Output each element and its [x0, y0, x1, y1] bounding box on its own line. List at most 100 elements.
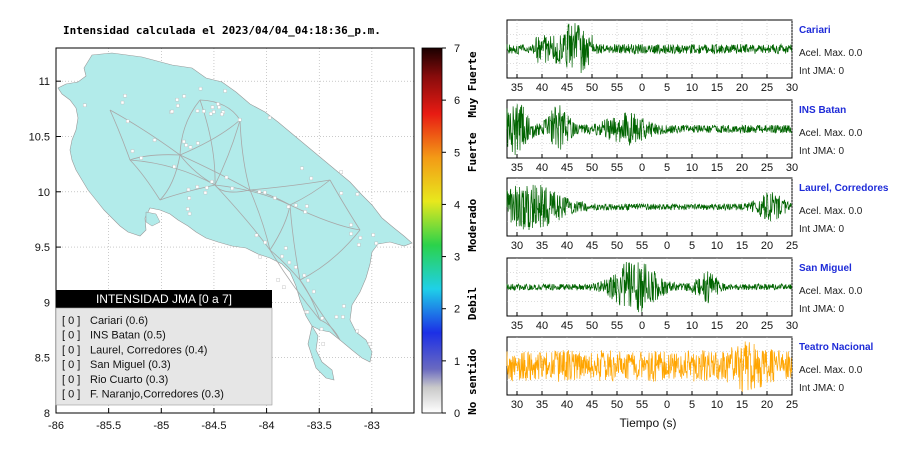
waveform-x-tick-label: 50: [611, 399, 623, 411]
road-line: [239, 119, 251, 191]
waveform-x-tick-label: 25: [786, 399, 798, 411]
legend-row-level: [ 0 ]: [62, 344, 80, 356]
colorbar-tick-label: 0: [454, 408, 460, 420]
colorbar-tick-label: 2: [454, 304, 460, 316]
station-marker: [367, 342, 372, 346]
road-line: [109, 109, 131, 161]
waveform-trace: [506, 23, 792, 74]
station-marker: [300, 166, 304, 171]
station-acel-max: Acel. Max. 0.0: [799, 365, 863, 376]
station-marker: [276, 278, 280, 282]
station-marker: [263, 240, 267, 245]
colorbar-tick-label: 4: [454, 199, 460, 211]
waveform-x-tick-label: 50: [586, 82, 598, 94]
station-name: INS Batan: [799, 105, 846, 116]
station-marker: [210, 179, 214, 184]
waveform-x-tick-label: 0: [664, 399, 670, 411]
legend-rows: [ 0 ] Cariari (0.6) [ 0 ] INS Batan (0.5) [ …: [62, 315, 224, 401]
waveform-panel: 35 40 45 50 55 0 5 10 15 20 25 30 San Miguel Acel. Ma…: [506, 257, 863, 332]
map-title: Intensidad calculada el 2023/04/04_04:18…: [63, 24, 381, 37]
waveform-x-tick-label: 40: [536, 320, 548, 332]
waveform-x-tick-label: 55: [611, 320, 623, 332]
map-y-tick-label: 9.5: [35, 242, 50, 254]
station-marker: [195, 185, 200, 189]
waveform-x-tick-label: 40: [561, 399, 573, 411]
station-marker: [342, 304, 346, 308]
waveform-x-tick-label: 45: [561, 82, 573, 94]
waveform-x-tick-label: 10: [686, 82, 698, 94]
station-acel-max: Acel. Max. 0.0: [799, 286, 863, 297]
station-marker: [205, 185, 209, 190]
waveform-x-tick-label: 35: [511, 162, 523, 174]
station-marker: [172, 164, 176, 169]
station-marker: [357, 243, 361, 247]
waveform-x-tick-label: 35: [536, 240, 548, 252]
waveform-x-tick-label: 20: [736, 82, 748, 94]
waveform-panel: 30 35 40 45 50 55 0 5 10 15 20 25 Teatro Nacional Ace…: [506, 336, 873, 411]
waveform-x-tick-label: 45: [586, 240, 598, 252]
station-marker: [187, 211, 192, 216]
map-y-tick-label: 9: [44, 297, 50, 309]
legend-row-station: Cariari (0.6): [90, 315, 148, 327]
waveform-x-tick-label: 15: [711, 82, 723, 94]
osa-peninsula: [307, 325, 335, 381]
waveform-x-tick-label: 50: [611, 240, 623, 252]
waveform-trace: [506, 184, 793, 231]
map-x-axis: -86 -85.5 -85 -84.5 -84 -83.5 -83: [48, 408, 380, 432]
station-marker: [195, 109, 200, 113]
station-marker: [371, 233, 376, 237]
waveform-x-tick-label: 10: [711, 399, 723, 411]
station-marker: [182, 139, 186, 144]
road-line: [179, 154, 251, 191]
station-marker: [130, 149, 135, 153]
waveform-x-tick-label: 25: [761, 162, 773, 174]
colorbar-label: Muy Fuerte: [466, 51, 479, 118]
waveform-panel: 35 40 45 50 55 0 5 10 15 20 25 30 INS Batan Acel. Max…: [506, 99, 863, 174]
station-marker: [198, 86, 203, 91]
road-line: [129, 154, 181, 161]
station-marker: [280, 254, 284, 259]
station-marker: [254, 233, 259, 238]
station-marker: [303, 210, 307, 214]
waveform-x-tick-label: 20: [761, 399, 773, 411]
map-x-tick-label: -83: [364, 420, 380, 432]
waveform-x-tick-label: 25: [761, 82, 773, 94]
station-int-jma: Int JMA: 0: [799, 66, 844, 77]
waveform-x-tick-label: 15: [736, 399, 748, 411]
station-marker: [223, 89, 227, 93]
map-y-tick-label: 10.5: [29, 131, 50, 143]
waveform-x-tick-label: 30: [511, 399, 523, 411]
waveform-x-tick-label: 50: [586, 162, 598, 174]
station-marker: [302, 273, 307, 278]
station-marker: [355, 329, 359, 333]
station-marker: [282, 285, 286, 289]
legend-row-level: [ 0 ]: [62, 389, 80, 401]
station-marker: [267, 115, 272, 120]
waveform-x-tick-label: 5: [664, 82, 670, 94]
station-marker: [309, 176, 313, 181]
station-marker: [203, 190, 208, 195]
colorbar-label: Fuerte: [466, 132, 479, 172]
map-y-axis: 11 10.5 10 9.5 9 8.5 8: [29, 76, 61, 420]
waveform-x-tick-label: 10: [686, 320, 698, 332]
colorbar-tick-label: 6: [454, 95, 460, 107]
road-line: [289, 204, 301, 281]
station-marker: [312, 289, 316, 294]
legend-row-station: F. Naranjo,Corredores (0.3): [90, 389, 224, 401]
road-line: [329, 179, 361, 231]
colorbar-ticks: 7 6 5 4 3 2 1 0: [442, 43, 460, 420]
station-marker: [230, 186, 234, 191]
station-int-jma: Int JMA: 0: [799, 146, 844, 157]
waveform-trace: [506, 261, 793, 313]
map-x-tick-label: -83.5: [307, 420, 332, 432]
station-marker: [187, 196, 191, 200]
map-x-tick-label: -86: [48, 420, 64, 432]
waveform-x-tick-label: 20: [761, 240, 773, 252]
station-marker: [358, 236, 363, 240]
station-marker: [286, 204, 291, 209]
road-line: [289, 204, 361, 231]
station-marker: [305, 204, 309, 208]
map-x-tick-label: -84: [259, 420, 275, 432]
waveform-trace: [506, 104, 793, 156]
